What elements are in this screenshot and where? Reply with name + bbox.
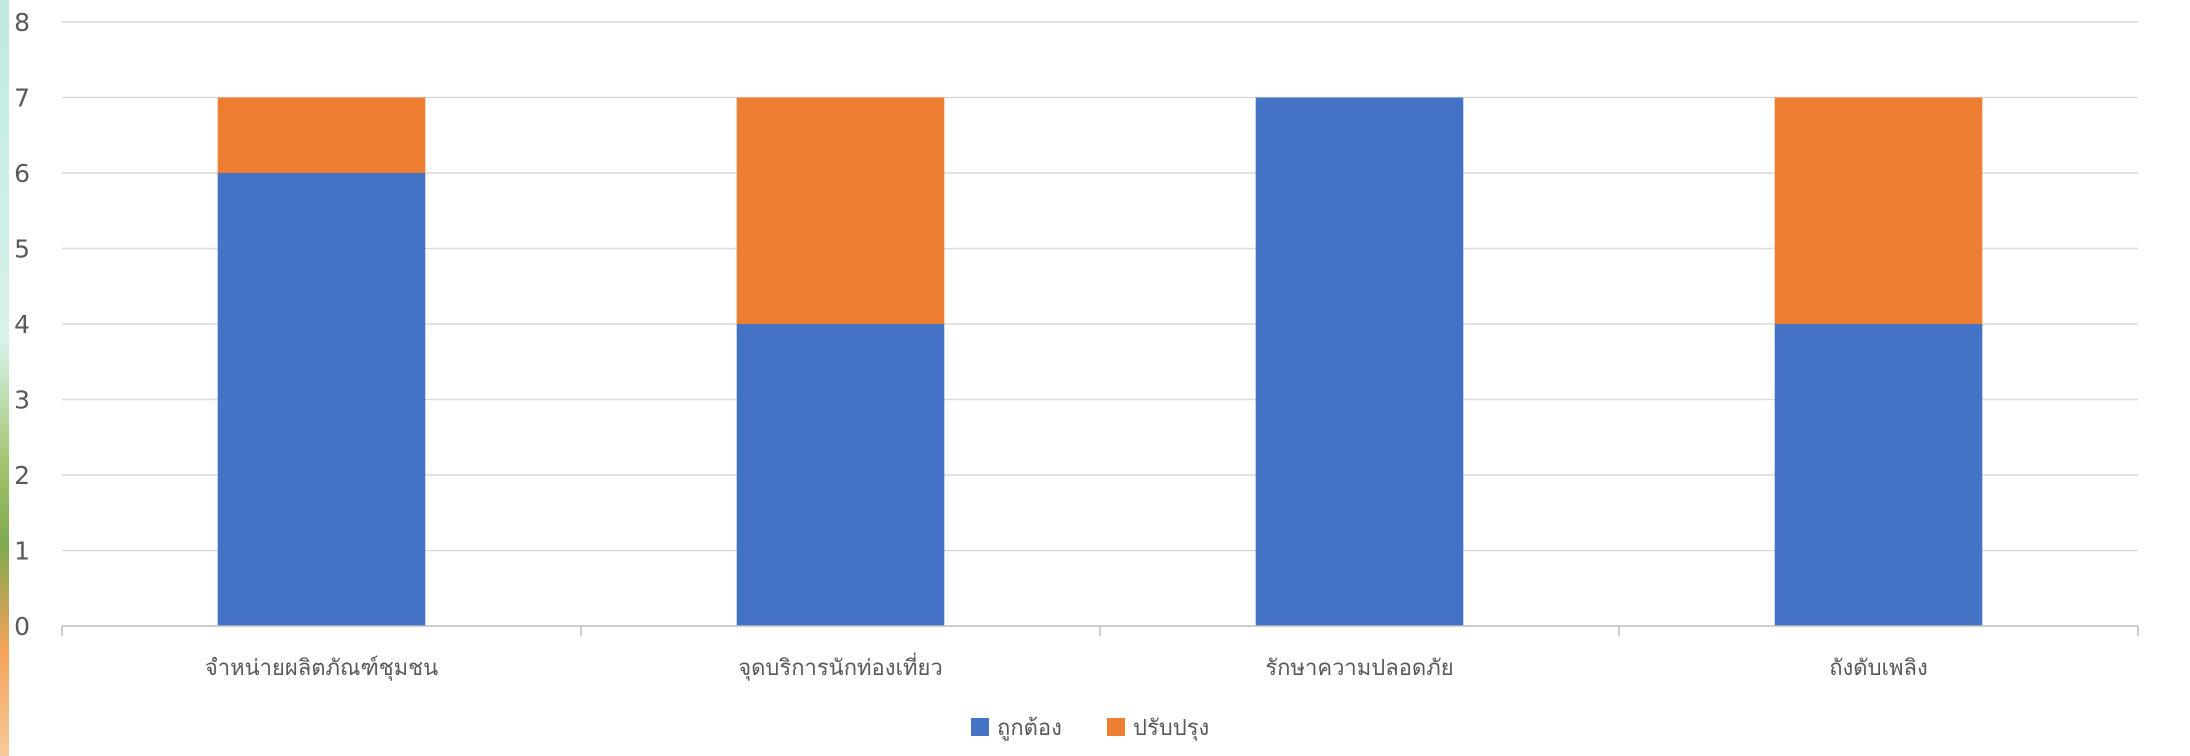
y-tick-label: 7 [14, 84, 30, 113]
y-tick-label: 1 [14, 537, 30, 566]
y-tick-labels: 0 1 2 3 4 5 6 7 8 [14, 8, 30, 641]
category-label: จำหน่ายผลิตภัณฑ์ชุมชน [205, 656, 438, 681]
bar-segment [1774, 97, 1983, 324]
y-tick-label: 3 [14, 386, 30, 415]
x-axis [61, 625, 2139, 636]
legend-swatch [1107, 718, 1125, 736]
y-tick-label: 8 [14, 8, 30, 37]
y-tick-label: 5 [14, 235, 30, 264]
y-tick-label: 4 [14, 310, 30, 339]
category-label: รักษาความปลอดภัย [1265, 656, 1453, 681]
bar-segment [736, 324, 945, 626]
bar-segment [217, 97, 426, 173]
bar-segment [1774, 324, 1983, 626]
category-label: จุดบริการนักท่องเที่ยว [738, 652, 943, 681]
y-tick-label: 6 [14, 159, 30, 188]
bars [217, 97, 1983, 626]
legend[interactable]: ถูกต้อง ปรับปรุง [971, 716, 1209, 741]
bar-segment [1255, 97, 1464, 626]
background-edge-strip [0, 0, 9, 756]
category-labels: จำหน่ายผลิตภัณฑ์ชุมชน จุดบริการนักท่องเที… [205, 652, 1928, 681]
bar-segment [736, 97, 945, 324]
y-tick-label: 0 [14, 612, 30, 641]
bar-segment [217, 173, 426, 626]
legend-swatch [971, 718, 989, 736]
y-tick-label: 2 [14, 461, 30, 490]
category-label: ถังดับเพลิง [1829, 656, 1928, 681]
legend-entry[interactable]: ปรับปรุง [1133, 716, 1209, 741]
legend-entry[interactable]: ถูกต้อง [997, 716, 1062, 741]
